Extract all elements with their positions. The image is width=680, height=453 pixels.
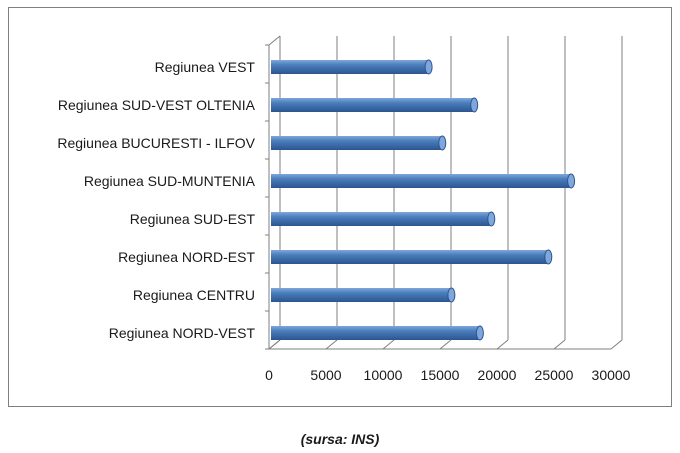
bar bbox=[271, 249, 553, 265]
x-tick-label: 0 bbox=[265, 367, 273, 383]
category-label: Regiunea BUCURESTI - ILFOV bbox=[57, 135, 255, 151]
category-label: Regiunea SUD-EST bbox=[130, 211, 256, 227]
gridline-floor bbox=[553, 339, 566, 350]
bar-cap bbox=[567, 173, 576, 189]
x-tick-label: 20000 bbox=[478, 367, 517, 383]
bar bbox=[271, 211, 496, 227]
category-label: Regiunea NORD-EST bbox=[118, 249, 255, 265]
bar bbox=[271, 173, 576, 189]
category-label: Regiunea SUD-VEST OLTENIA bbox=[58, 97, 256, 113]
gridline-floor bbox=[439, 339, 452, 350]
x-tick-label: 5000 bbox=[310, 367, 341, 383]
bar bbox=[271, 325, 484, 341]
bar-cap bbox=[470, 97, 479, 113]
bar-body bbox=[271, 60, 429, 74]
bar-cap bbox=[447, 287, 456, 303]
bar-body bbox=[271, 288, 452, 302]
bar-body bbox=[271, 212, 492, 226]
gridline-floor bbox=[382, 339, 395, 350]
gridline-floor bbox=[268, 339, 281, 350]
category-label: Regiunea NORD-VEST bbox=[109, 325, 256, 341]
bar-chart: Regiunea VEST Regiunea SUD-VEST OLTENIA Re… bbox=[57, 35, 631, 383]
x-tick-label: 30000 bbox=[592, 367, 631, 383]
bar-body bbox=[271, 98, 475, 112]
bar-cap bbox=[544, 249, 553, 265]
bar-cap bbox=[438, 135, 447, 151]
gridline-floor bbox=[325, 339, 338, 350]
x-tick-label: 10000 bbox=[364, 367, 403, 383]
x-tick-label: 25000 bbox=[535, 367, 574, 383]
bar-cap bbox=[487, 211, 496, 227]
category-labels: Regiunea VEST Regiunea SUD-VEST OLTENIA Re… bbox=[57, 59, 255, 341]
bar bbox=[271, 135, 447, 151]
chart-frame: Regiunea VEST Regiunea SUD-VEST OLTENIA Re… bbox=[8, 7, 672, 407]
bars bbox=[271, 59, 576, 341]
bar-body bbox=[271, 174, 572, 188]
bar bbox=[271, 97, 479, 113]
bar-cap bbox=[424, 59, 433, 75]
source-caption: (sursa: INS) bbox=[300, 431, 380, 447]
gridlines bbox=[265, 35, 623, 350]
category-label: Regiunea VEST bbox=[155, 59, 256, 75]
bar-body bbox=[271, 250, 549, 264]
depth-line bbox=[268, 35, 281, 46]
x-tick-labels: 0 5000 10000 15000 20000 25000 30000 bbox=[265, 367, 631, 383]
bar bbox=[271, 59, 433, 75]
bar-cap bbox=[475, 325, 484, 341]
category-label: Regiunea SUD-MUNTENIA bbox=[84, 173, 256, 189]
bar-body bbox=[271, 136, 443, 150]
category-label: Regiunea CENTRU bbox=[133, 287, 255, 303]
x-tick-label: 15000 bbox=[421, 367, 460, 383]
gridline-floor bbox=[610, 339, 623, 350]
gridline-floor bbox=[496, 339, 509, 350]
bar-body bbox=[271, 326, 480, 340]
bar bbox=[271, 287, 456, 303]
